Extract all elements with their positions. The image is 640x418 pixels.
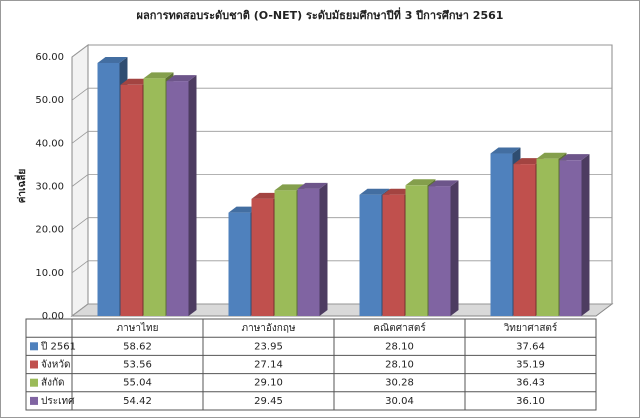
bar <box>274 190 297 316</box>
table-value: 29.10 <box>254 378 283 389</box>
legend-label: ประเทศ <box>41 396 75 407</box>
x-tick-label: ภาษาไทย <box>117 322 159 334</box>
table-value: 29.45 <box>254 396 283 407</box>
bar-top <box>490 147 521 154</box>
x-tick-label: วิทยาศาสตร์ <box>503 322 558 334</box>
bar <box>251 198 274 316</box>
bar-top <box>513 158 544 165</box>
bar-side <box>450 180 459 316</box>
grid-line <box>71 44 612 58</box>
table-value: 23.95 <box>254 341 283 352</box>
bar-top <box>428 180 459 187</box>
y-tick-label: 50.00 <box>35 95 64 106</box>
bar <box>405 185 428 316</box>
grid-line <box>71 87 612 101</box>
y-tick-label: 40.00 <box>35 138 64 149</box>
bar <box>359 194 382 316</box>
bar <box>297 188 320 316</box>
bar-side <box>188 75 197 316</box>
table-value: 37.64 <box>516 341 545 352</box>
table-value: 28.10 <box>385 341 414 352</box>
bar <box>559 160 582 316</box>
table-value: 36.10 <box>516 396 545 407</box>
legend-swatch <box>30 378 38 387</box>
table-value: 36.43 <box>516 378 545 389</box>
table-value: 30.04 <box>385 396 414 407</box>
legend-swatch <box>30 396 38 405</box>
y-tick-label: 30.00 <box>35 182 64 193</box>
bar-top <box>166 75 197 82</box>
x-tick-label: คณิตศาสตร์ <box>373 322 426 334</box>
bar <box>513 164 536 316</box>
legend-label: จังหวัด <box>41 360 70 371</box>
y-tick-label: 0.00 <box>42 311 64 322</box>
bar <box>428 186 451 316</box>
bar-top <box>297 182 328 189</box>
y-tick-label: 20.00 <box>35 225 64 236</box>
table-value: 58.62 <box>123 341 152 352</box>
bar-top <box>274 184 305 191</box>
bar <box>490 153 513 316</box>
bar-side <box>581 154 590 316</box>
bar-side <box>319 182 328 316</box>
bar <box>97 62 120 316</box>
table-value: 54.42 <box>123 396 152 407</box>
y-tick-label: 60.00 <box>35 52 64 63</box>
bar-top <box>405 179 436 186</box>
bar <box>382 194 405 316</box>
bar-top <box>251 192 282 199</box>
table-value: 28.10 <box>385 360 414 371</box>
y-tick-label: 10.00 <box>35 268 64 279</box>
table-frame <box>25 318 597 411</box>
x-tick-label: ภาษาอังกฤษ <box>241 323 295 334</box>
table-value: 27.14 <box>254 360 283 371</box>
bar <box>120 84 143 316</box>
table-value: 53.56 <box>123 360 152 371</box>
bar-top <box>97 56 128 63</box>
bar-top <box>143 72 174 79</box>
legend-label: ปี 2561 <box>40 340 76 352</box>
bar-top <box>228 206 259 213</box>
grid-line <box>71 174 612 187</box>
chart-title: ผลการทดสอบระดับชาติ (O-NET) ระดับมัธยมศึ… <box>137 7 504 22</box>
bar <box>143 78 166 316</box>
bar <box>166 81 189 316</box>
bar-top <box>359 188 390 195</box>
legend-swatch <box>30 360 38 369</box>
legend-swatch <box>30 342 38 351</box>
grid-line <box>71 130 612 144</box>
legend-label: สังกัด <box>41 378 65 389</box>
table-value: 55.04 <box>123 378 152 389</box>
bar-top <box>559 154 590 161</box>
bar-top <box>382 188 413 195</box>
bar <box>536 158 559 316</box>
bar <box>228 212 251 316</box>
bar-top <box>120 78 151 85</box>
table-value: 30.28 <box>385 378 414 389</box>
bar-top <box>536 152 567 159</box>
table-value: 35.19 <box>516 360 545 371</box>
y-axis-label: ค่าเฉลี่ย <box>14 169 28 204</box>
